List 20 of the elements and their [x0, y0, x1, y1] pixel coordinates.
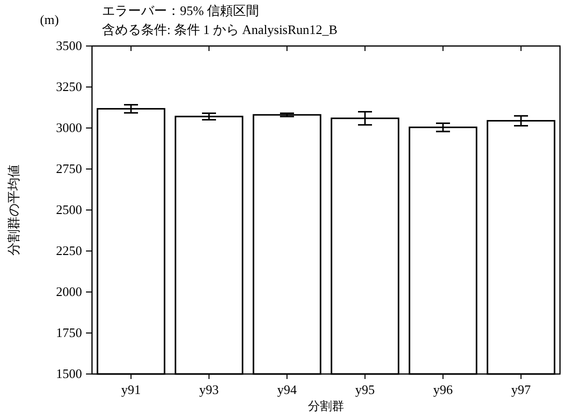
x-axis-title: 分割群: [308, 399, 344, 413]
text: (m): [40, 12, 59, 27]
y-tick-label: 3250: [56, 79, 82, 94]
y-tick-label: 1750: [56, 325, 82, 340]
x-tick-label: y91: [121, 382, 141, 397]
x-tick-label: y97: [511, 382, 532, 397]
y-tick-label: 2750: [56, 161, 82, 176]
x-tick-label: y94: [277, 382, 298, 397]
x-tick-label: y96: [433, 382, 454, 397]
x-tick-label: y95: [355, 382, 375, 397]
y-tick-label: 3000: [56, 120, 82, 135]
y-tick-label: 1500: [56, 366, 82, 381]
y-tick-label: 2500: [56, 202, 82, 217]
y-tick-label: 3500: [56, 38, 82, 53]
chart-title: エラーバー：95% 信頼区間: [102, 3, 260, 18]
y-tick-label: 2000: [56, 284, 82, 299]
y-axis-title: 分割群の平均値: [6, 164, 21, 256]
x-tick-label: y93: [199, 382, 219, 397]
chart-subtitle: 含める条件: 条件 1 から AnalysisRun12_B: [102, 22, 338, 37]
y-tick-label: 2250: [56, 243, 82, 258]
